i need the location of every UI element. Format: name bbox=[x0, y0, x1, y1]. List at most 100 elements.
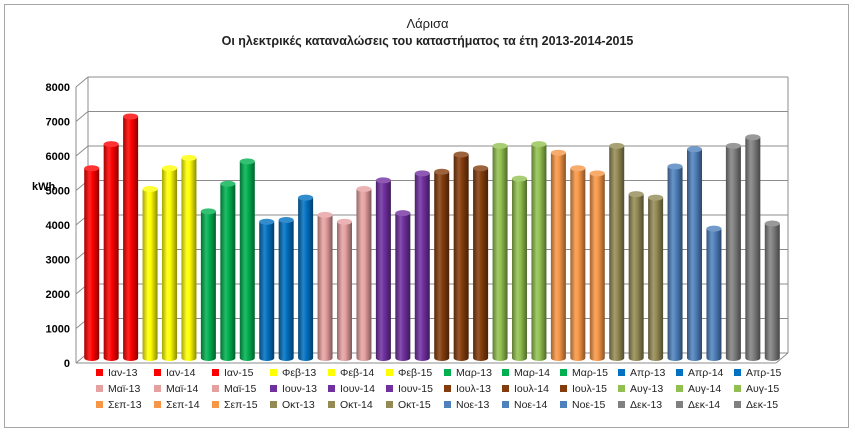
bar bbox=[259, 218, 275, 361]
bar-top bbox=[181, 154, 197, 161]
bar-body bbox=[492, 145, 508, 361]
bar-top bbox=[356, 185, 372, 192]
bar-body bbox=[570, 168, 586, 361]
bar-body bbox=[706, 228, 722, 361]
legend-label: Αυγ-15 bbox=[746, 383, 780, 395]
bar-body bbox=[550, 152, 566, 361]
legend-swatch bbox=[618, 385, 625, 392]
bar-body bbox=[259, 221, 275, 361]
bar-top bbox=[375, 177, 391, 184]
bar bbox=[181, 154, 197, 361]
bar bbox=[395, 210, 411, 361]
bar-body bbox=[181, 157, 197, 361]
legend-label: Δεκ-14 bbox=[688, 399, 721, 411]
legend-item: Αυγ-14 bbox=[676, 383, 721, 395]
bar bbox=[570, 165, 586, 361]
legend-item: Μαρ-15 bbox=[560, 367, 608, 379]
bar bbox=[764, 220, 780, 361]
bar-top bbox=[259, 218, 275, 225]
bar-top bbox=[239, 158, 255, 165]
y-tick-label: 3000 bbox=[46, 255, 70, 267]
legend-label: Σεπ-13 bbox=[108, 399, 142, 411]
bar bbox=[278, 217, 294, 361]
legend-label: Μαρ-13 bbox=[456, 367, 492, 379]
bar-body bbox=[434, 171, 450, 361]
legend-label: Δεκ-13 bbox=[630, 399, 663, 411]
legend-label: Ιουλ-13 bbox=[456, 383, 491, 395]
bar bbox=[103, 141, 119, 361]
legend-swatch bbox=[386, 369, 393, 376]
legend-item: Ιαν-15 bbox=[212, 367, 253, 379]
legend-item: Ιουλ-15 bbox=[560, 383, 607, 395]
bar-top bbox=[453, 151, 469, 158]
legend-label: Ιουλ-15 bbox=[572, 383, 607, 395]
legend-swatch bbox=[502, 401, 509, 408]
legend-item: Νοε-15 bbox=[560, 399, 605, 411]
legend-label: Ιαν-14 bbox=[166, 367, 196, 379]
bar bbox=[531, 141, 547, 361]
legend-label: Φεβ-14 bbox=[340, 367, 375, 379]
bar-body bbox=[142, 188, 158, 361]
bar bbox=[589, 170, 605, 361]
bar-top bbox=[648, 194, 664, 201]
bar-body bbox=[298, 197, 314, 361]
bar-body bbox=[745, 137, 761, 361]
bar-body bbox=[103, 144, 119, 361]
bar bbox=[434, 168, 450, 361]
bar bbox=[298, 194, 314, 361]
legend-swatch bbox=[444, 401, 451, 408]
legend-swatch bbox=[328, 369, 335, 376]
bar-top bbox=[434, 168, 450, 175]
bar-body bbox=[687, 149, 702, 361]
legend-label: Νοε-14 bbox=[514, 399, 548, 411]
bar-body bbox=[239, 161, 255, 361]
bar-top bbox=[492, 142, 508, 149]
legend-item: Δεκ-15 bbox=[734, 399, 778, 411]
bar-top bbox=[200, 208, 216, 215]
legend-swatch bbox=[154, 369, 161, 376]
bar bbox=[142, 185, 158, 361]
bar-top bbox=[220, 180, 236, 187]
legend-swatch bbox=[676, 369, 683, 376]
legend-swatch bbox=[676, 385, 683, 392]
legend-label: Ιαν-13 bbox=[108, 367, 138, 379]
bar-top bbox=[142, 185, 158, 192]
bar bbox=[200, 208, 216, 361]
legend-item: Ιαν-14 bbox=[154, 367, 195, 379]
legend-label: Ιουλ-14 bbox=[514, 383, 549, 395]
legend-label: Οκτ-15 bbox=[398, 399, 431, 411]
bar-top bbox=[123, 113, 139, 120]
legend-label: Σεπ-14 bbox=[166, 399, 200, 411]
bar-top bbox=[512, 175, 527, 182]
legend-swatch bbox=[386, 401, 393, 408]
bar bbox=[473, 165, 489, 361]
legend-swatch bbox=[328, 401, 335, 408]
legend-item: Σεπ-15 bbox=[212, 399, 258, 411]
legend-label: Νοε-15 bbox=[572, 399, 606, 411]
bar-top bbox=[589, 170, 605, 177]
bar-top bbox=[609, 142, 625, 149]
bar bbox=[162, 165, 177, 361]
legend-item: Αυγ-13 bbox=[618, 383, 663, 395]
legend-swatch bbox=[734, 385, 741, 392]
legend-item: Απρ-14 bbox=[676, 367, 723, 379]
legend-label: Αυγ-14 bbox=[688, 383, 722, 395]
legend-swatch bbox=[270, 385, 277, 392]
chart-title: Λάρισα bbox=[406, 16, 449, 31]
bar bbox=[337, 218, 352, 361]
legend-label: Μαρ-15 bbox=[572, 367, 608, 379]
legend-swatch bbox=[212, 369, 219, 376]
bar-top bbox=[278, 217, 294, 223]
y-tick-label: 1000 bbox=[46, 324, 70, 336]
bar-body bbox=[162, 168, 177, 361]
bar-top bbox=[103, 141, 119, 148]
legend-item: Αυγ-15 bbox=[734, 383, 779, 395]
bar-body bbox=[764, 223, 780, 361]
bar-top bbox=[84, 165, 100, 172]
legend-swatch bbox=[502, 369, 509, 376]
legend-item: Οκτ-15 bbox=[386, 399, 431, 411]
y-tick-label: 6000 bbox=[46, 151, 70, 163]
bar bbox=[356, 185, 372, 361]
bar bbox=[220, 180, 236, 361]
